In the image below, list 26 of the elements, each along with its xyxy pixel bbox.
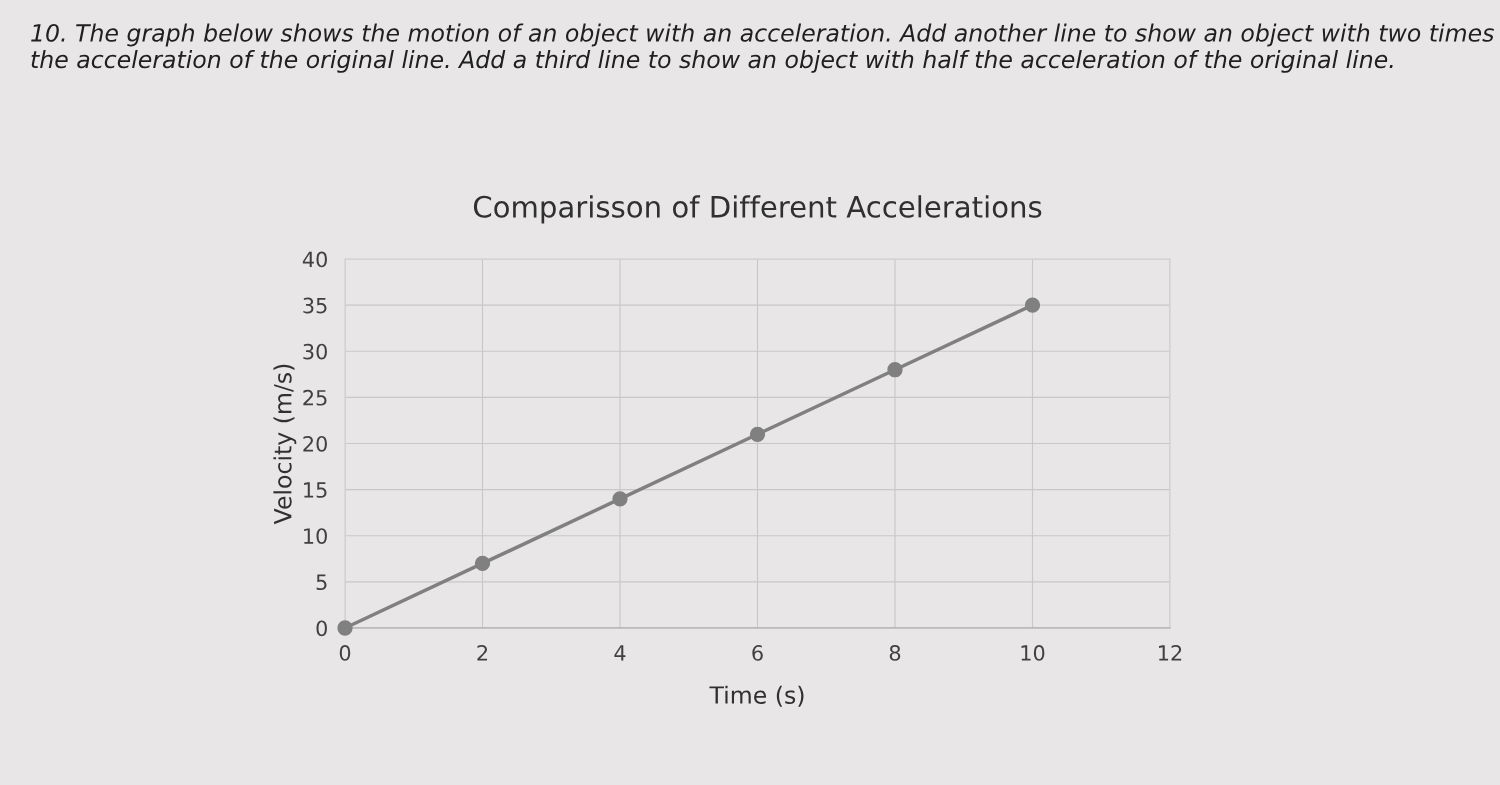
y-tick-label: 20: [303, 435, 327, 452]
point: [887, 362, 903, 378]
chart-title: Comparisson of Different Accelerations: [473, 195, 1042, 224]
x-tick-label: 2: [477, 645, 488, 661]
x-tick-label: 6: [752, 645, 763, 661]
y-tick-label: 10: [304, 528, 327, 544]
y-tick-label: 40: [302, 251, 327, 268]
y-tick-label: 35: [303, 297, 327, 314]
y-tick-label: 30: [303, 343, 327, 360]
y-tick-label: 25: [303, 389, 327, 406]
y-tick-label: 5: [316, 574, 327, 591]
y-tick-label: 15: [304, 482, 327, 498]
text: 10. The graph below shows the motion of an object with an acceleration. Add another line to show an object with two times the acceleration of the original line. Add a third line to show an object with half the acceleration of the original line.: [31, 23, 1494, 73]
point: [612, 491, 628, 507]
point: [749, 426, 766, 442]
x-tick-label: 8: [889, 645, 901, 661]
point: [1024, 297, 1041, 313]
y-tick-label: 0: [316, 620, 327, 637]
point: [337, 620, 353, 636]
x-axis-title: Time (s): [709, 685, 804, 707]
y-axis-title: Velocity (m/s): [273, 364, 297, 525]
x-tick-label: 4: [614, 645, 626, 661]
point: [474, 555, 491, 572]
x-tick-label: 10: [1021, 645, 1045, 661]
x-tick-label: 0: [339, 645, 351, 661]
x-tick-label: 12: [1159, 645, 1182, 661]
